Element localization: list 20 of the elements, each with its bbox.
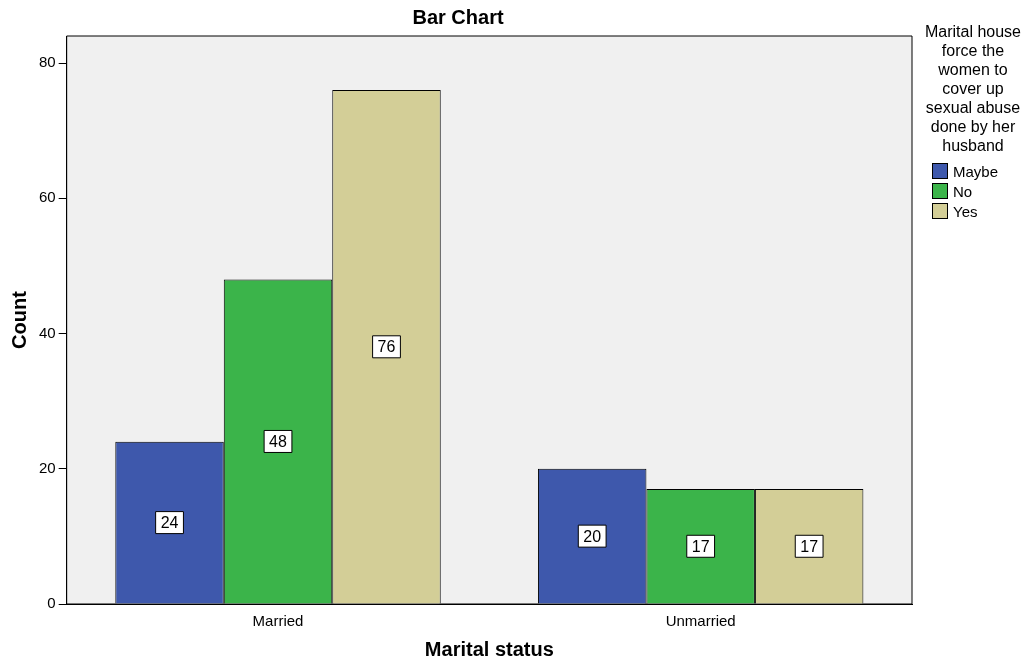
data-label: 20 xyxy=(583,527,602,545)
chart-title: Bar Chart xyxy=(412,5,504,28)
legend-label: No xyxy=(953,182,973,200)
data-label: 76 xyxy=(377,338,396,356)
legend-label: Maybe xyxy=(953,162,999,180)
data-label: 17 xyxy=(800,537,819,555)
y-tick-label: 80 xyxy=(39,53,56,71)
x-axis-title: Marital status xyxy=(424,637,554,660)
x-tick-label: Married xyxy=(252,612,304,630)
y-tick-label: 20 xyxy=(39,458,56,476)
y-tick-label: 60 xyxy=(39,188,56,206)
y-tick-label: 0 xyxy=(47,594,56,612)
data-label: 48 xyxy=(269,432,288,450)
y-tick-label: 40 xyxy=(39,323,56,341)
legend-title: Marital house force the women to cover up sexual abuse done by her husband xyxy=(923,22,1022,155)
y-axis-title: Count xyxy=(7,290,30,349)
x-tick-label: Unmarried xyxy=(665,612,736,630)
data-label: 24 xyxy=(160,514,179,532)
data-label: 17 xyxy=(691,537,710,555)
legend-label: Yes xyxy=(953,202,978,220)
